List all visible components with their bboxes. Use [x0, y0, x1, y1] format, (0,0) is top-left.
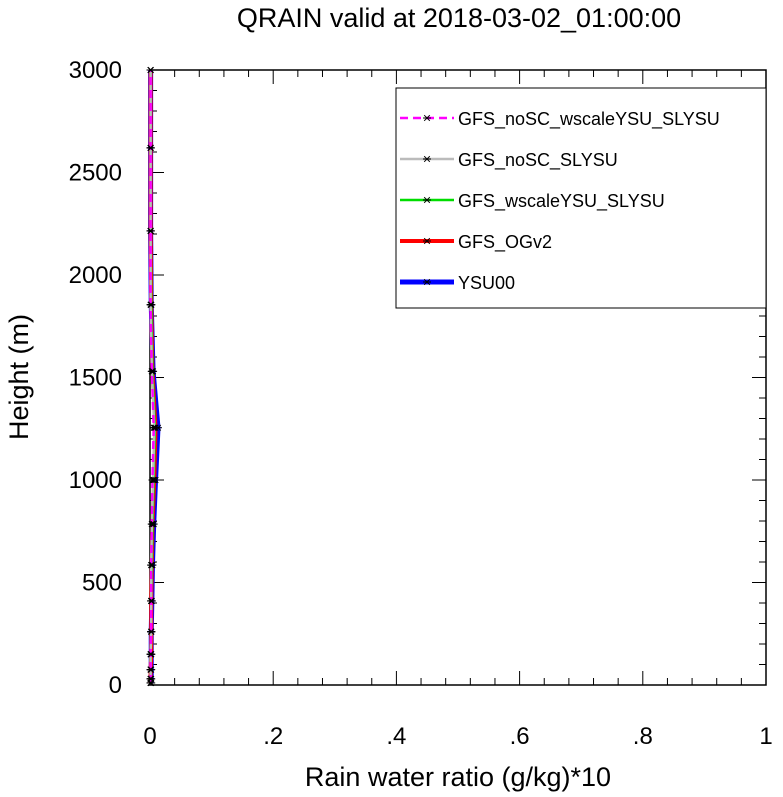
- y-tick-label: 2500: [69, 160, 122, 187]
- y-tick-label: 1500: [69, 365, 122, 392]
- legend-label: GFS_wscaleYSU_SLYSU: [458, 191, 665, 212]
- x-tick-label: 0: [143, 723, 156, 750]
- legend-label: GFS_noSC_SLYSU: [458, 150, 618, 171]
- x-axis-label: Rain water ratio (g/kg)*10: [305, 762, 611, 792]
- legend-box: [395, 87, 767, 309]
- x-tick-label: 1: [759, 723, 772, 750]
- y-tick-label: 0: [109, 672, 122, 699]
- data-point-marker: [146, 227, 155, 235]
- data-point-marker: [146, 66, 155, 74]
- legend-label: GFS_OGv2: [458, 232, 552, 253]
- y-tick-label: 500: [82, 570, 122, 597]
- x-tick-label: .2: [263, 723, 283, 750]
- data-point-marker: [147, 301, 156, 308]
- axes: 0 .2 .4 .6 .8 1 0 500 1000 1500 2000 2500 3000: [69, 57, 773, 750]
- legend-label: YSU00: [458, 273, 515, 293]
- legend: GFS_noSC_wscaleYSU_SLYSU GFS_noSC_SLYSU GF…: [395, 87, 767, 309]
- legend-marker: [423, 196, 431, 204]
- y-tick-label: 3000: [69, 57, 122, 84]
- y-tick-label: 2000: [69, 262, 122, 289]
- data-point-marker: [148, 561, 157, 569]
- data-point-marker: [146, 144, 155, 152]
- series-layer: [146, 66, 163, 687]
- legend-marker: [423, 237, 431, 245]
- y-tick-label: 1000: [69, 467, 122, 494]
- data-point-marker: [147, 675, 156, 683]
- data-point-marker: [151, 476, 160, 484]
- x-tick-label: .6: [510, 723, 530, 750]
- data-point-marker: [149, 368, 158, 375]
- legend-marker: [423, 155, 431, 163]
- x-tick-label: .8: [633, 723, 653, 750]
- legend-marker: [423, 278, 431, 286]
- y-axis-label: Height (m): [4, 314, 34, 440]
- data-point-marker: [147, 628, 156, 635]
- data-point-marker: [147, 666, 156, 673]
- data-point-marker: [154, 424, 163, 431]
- legend-marker: [423, 114, 431, 122]
- data-point-marker: [149, 520, 158, 528]
- data-point-marker: [147, 651, 156, 658]
- data-point-marker: [147, 597, 156, 605]
- legend-label: GFS_noSC_wscaleYSU_SLYSU: [458, 109, 720, 130]
- chart-title: QRAIN valid at 2018-03-02_01:00:00: [237, 3, 681, 33]
- x-tick-label: .4: [386, 723, 406, 750]
